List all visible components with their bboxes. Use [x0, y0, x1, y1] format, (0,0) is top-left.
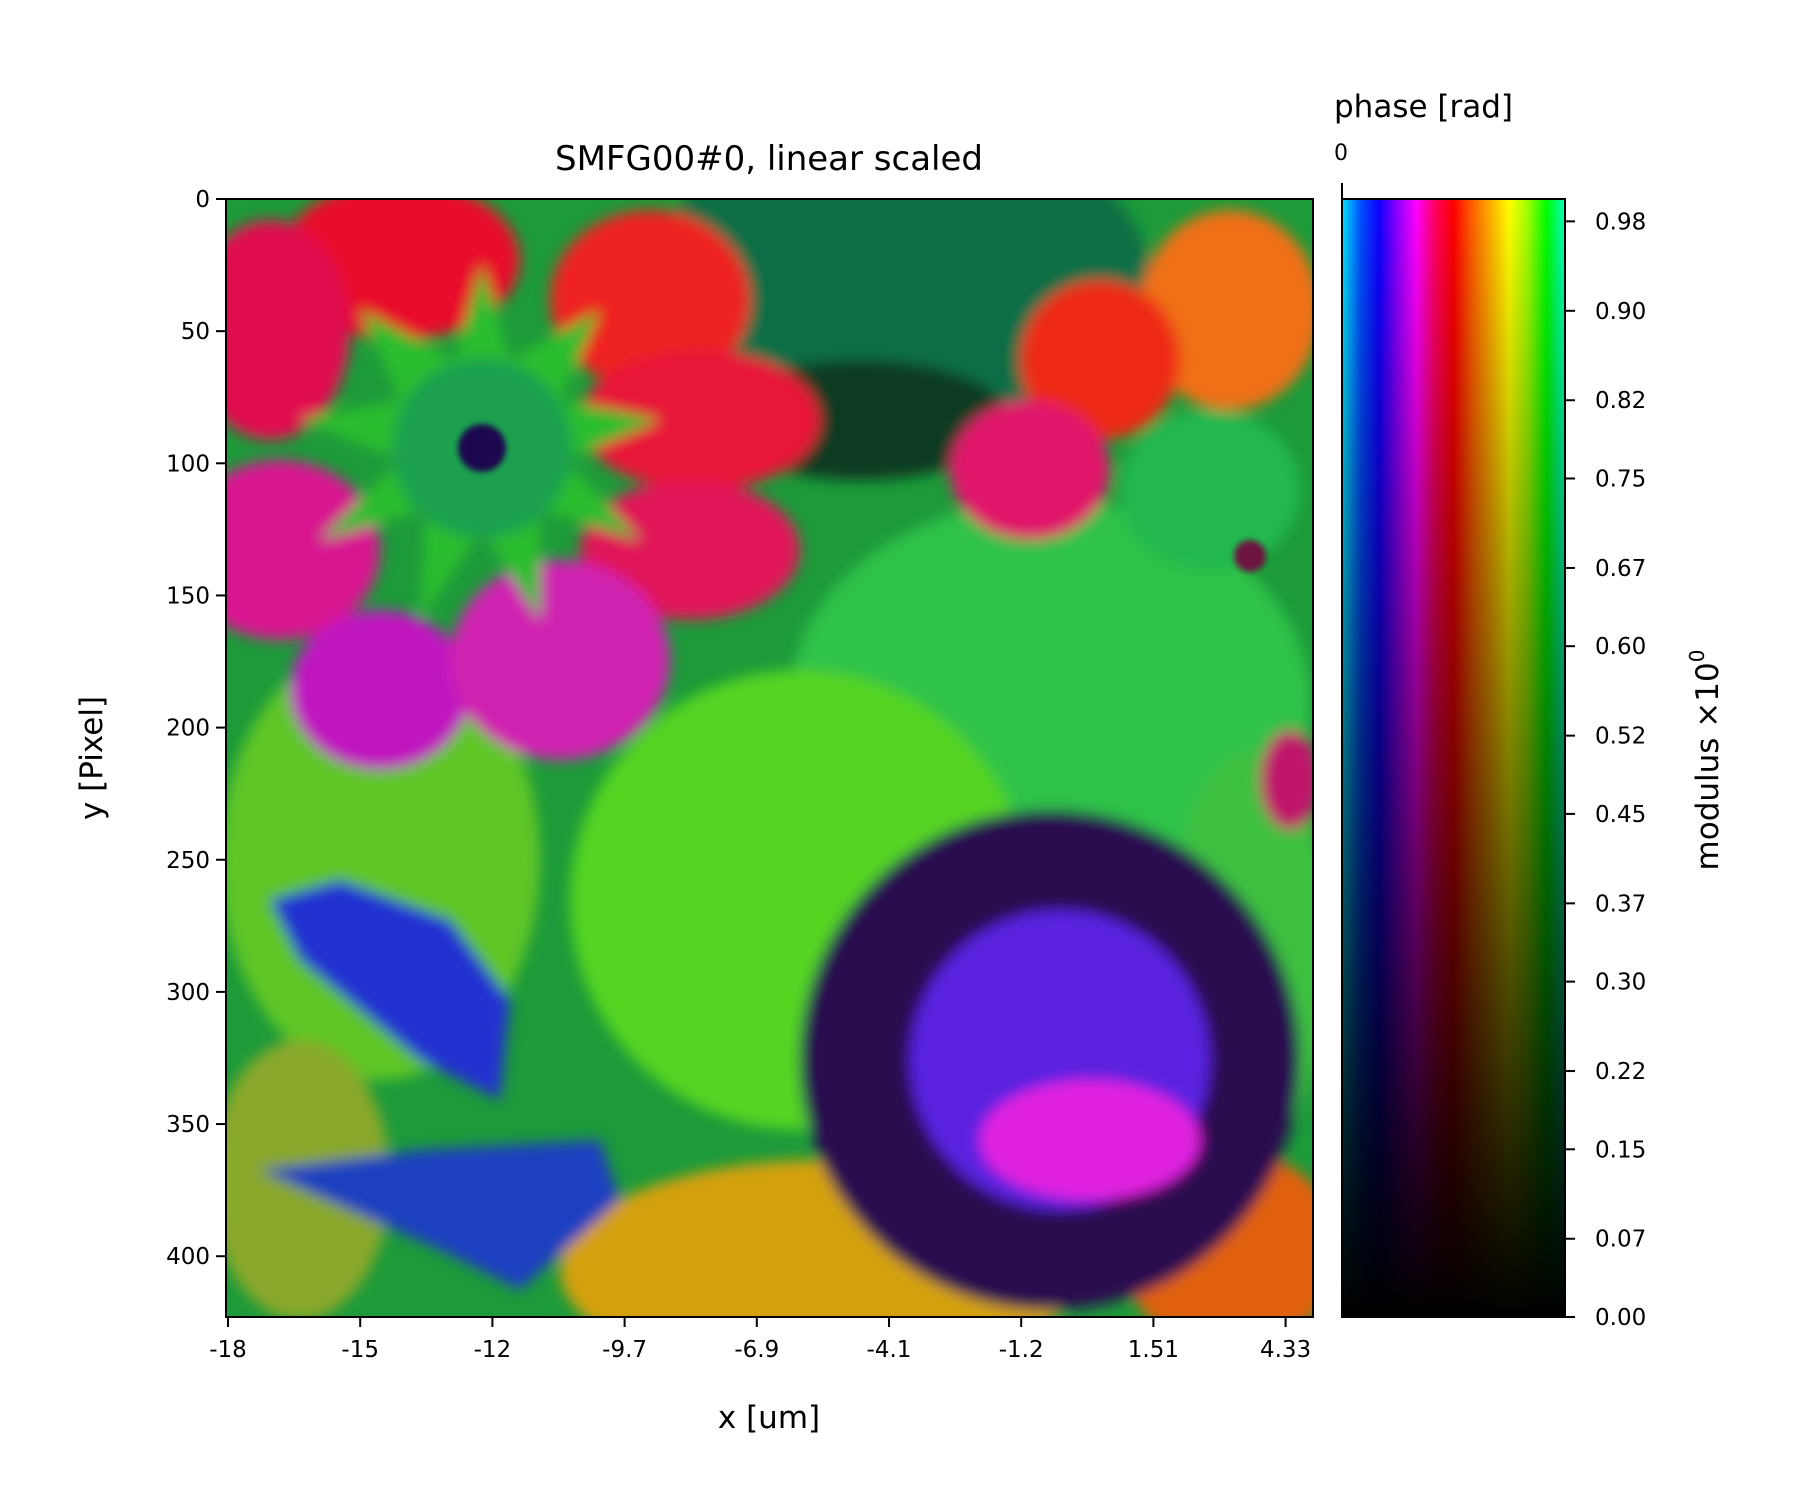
- y-tick-label: 300: [166, 980, 210, 1006]
- x-tick-label: -1.2: [999, 1337, 1044, 1363]
- colorbar: phase [rad] 0 0.00 0.07 0.15 0.22 0.30 0.37 0.…: [1334, 89, 1726, 1331]
- x-tick-label: -15: [341, 1337, 379, 1363]
- y-tick-label: 100: [166, 451, 210, 477]
- y-tick-label: 50: [181, 319, 210, 345]
- colorbar-tick-label: 0.90: [1595, 299, 1646, 325]
- x-tick-label: -18: [209, 1337, 247, 1363]
- y-tick-label: 200: [166, 716, 210, 742]
- colorbar-tick-label: 0.60: [1595, 634, 1646, 660]
- phase-modulus-image: [226, 199, 1313, 1317]
- colorbar-tick-label: 0.45: [1595, 802, 1646, 828]
- y-tick-label: 250: [166, 848, 210, 874]
- plot-frame: [225, 198, 1314, 1318]
- x-tick-label: -4.1: [867, 1337, 912, 1363]
- colorbar-tick-label: 0.07: [1595, 1227, 1646, 1253]
- x-tick-label: -12: [474, 1337, 512, 1363]
- x-axis: -18 -15 -12 -9.7 -6.9 -4.1 -1.2 1.51 4.33: [209, 1317, 1311, 1363]
- y-tick-label: 0: [195, 187, 210, 213]
- colorbar-tick-label: 0.00: [1595, 1305, 1646, 1331]
- modulus-label-text: modulus ×10: [1690, 662, 1726, 870]
- colorbar-tick-label: 0.52: [1595, 724, 1646, 750]
- colorbar-tick-label: 0.15: [1595, 1137, 1646, 1163]
- y-axis-label: y [Pixel]: [74, 696, 110, 820]
- colorbar-modulus-shade: [1342, 199, 1565, 1317]
- phase-label: phase [rad]: [1334, 89, 1513, 125]
- modulus-label: modulus ×100: [1685, 650, 1726, 871]
- y-axis: 0 50 100 150 200 250 300 350 400: [166, 187, 226, 1270]
- y-tick-label: 400: [166, 1244, 210, 1270]
- x-tick-label: -9.7: [602, 1337, 647, 1363]
- colorbar-tick-label: 0.67: [1595, 556, 1646, 582]
- x-tick-label: -6.9: [734, 1337, 779, 1363]
- x-axis-label: x [um]: [718, 1400, 820, 1436]
- phase-tick: 0: [1334, 141, 1348, 166]
- colorbar-tick-label: 0.98: [1595, 209, 1646, 235]
- x-tick-label: 4.33: [1260, 1337, 1311, 1363]
- colorbar-tick-label: 0.22: [1595, 1059, 1646, 1085]
- x-tick-label: 1.51: [1128, 1337, 1179, 1363]
- colorbar-tick-label: 0.82: [1595, 388, 1646, 414]
- y-tick-label: 350: [166, 1112, 210, 1138]
- modulus-exponent: 0: [1685, 650, 1709, 663]
- chart-title: SMFG00#0, linear scaled: [555, 139, 983, 179]
- colorbar-tick-label: 0.75: [1595, 467, 1646, 493]
- colorbar-tick-label: 0.37: [1595, 891, 1646, 917]
- colorbar-tick-label: 0.30: [1595, 970, 1646, 996]
- y-tick-label: 150: [166, 583, 210, 609]
